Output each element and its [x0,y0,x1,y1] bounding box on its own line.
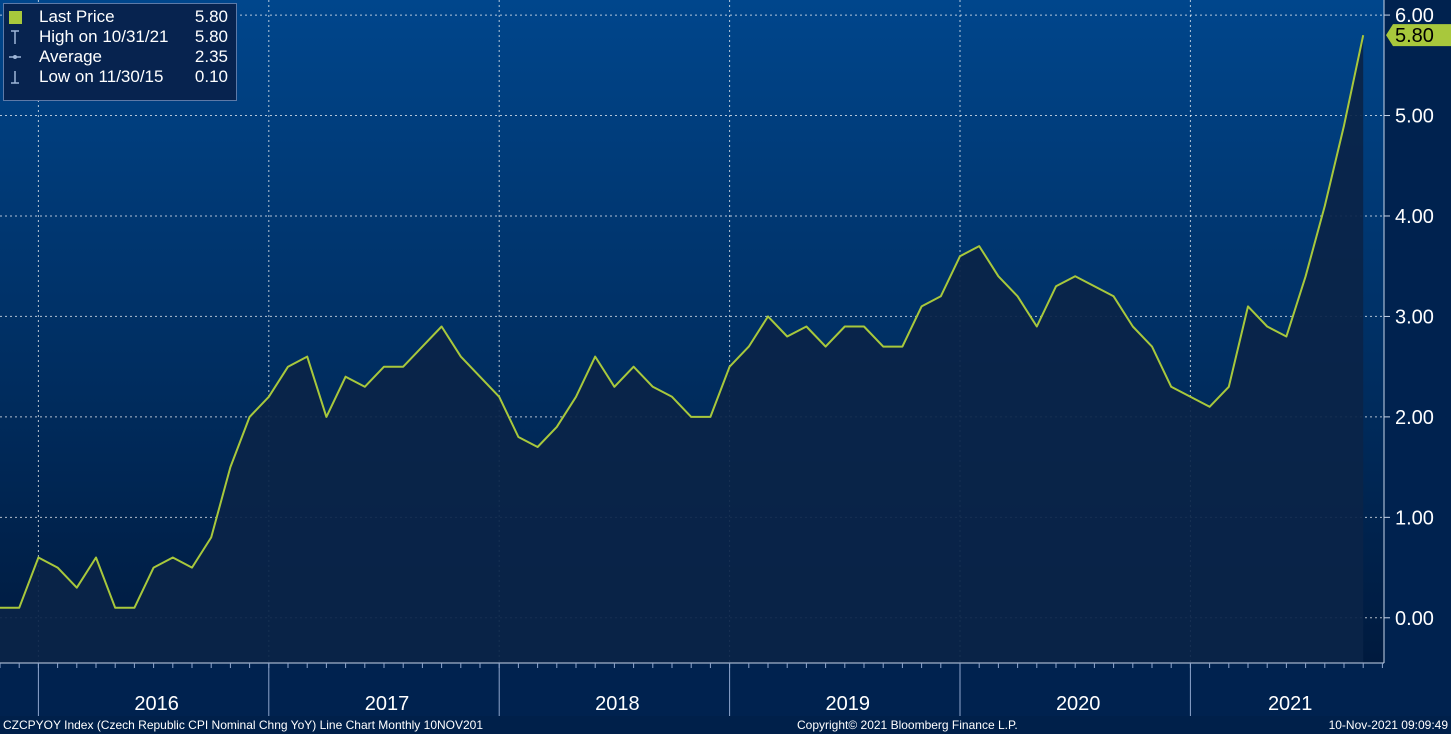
y-tick-label: 1.00 [1395,507,1434,529]
legend-value: 5.80 [194,7,228,26]
y-axis: 0.00 1.00 2.00 3.00 4.00 5.00 6.00 [1384,5,1434,630]
x-year-label: 2019 [826,693,871,715]
x-year-label: 2021 [1268,693,1313,715]
legend-item-low: Low on 11/30/15 0.10 [4,67,236,87]
data-area [0,34,1365,663]
y-tick-label: 5.00 [1395,106,1434,128]
last-value-label: 5.80 [1395,25,1434,47]
legend-label: Low on 11/30/15 [39,67,164,86]
footer-copyright: Copyright© 2021 Bloomberg Finance L.P. [797,718,1018,732]
square-marker-icon [9,11,22,24]
legend-value: 0.10 [194,67,228,86]
y-tick-label: 6.00 [1395,5,1434,27]
y-tick-label: 3.00 [1395,306,1434,328]
y-tick-label: 0.00 [1395,608,1434,630]
legend-value: 2.35 [194,47,228,66]
legend-item-last-price: Last Price 5.80 [4,7,236,27]
axis-panel-background [1384,0,1451,663]
series-line [0,34,1365,609]
x-year-label: 2020 [1056,693,1101,715]
legend-label: Last Price [39,7,115,26]
legend: Last Price 5.80 High on 10/31/21 5.80 Av… [3,3,237,101]
y-tick-label: 2.00 [1395,407,1434,429]
high-marker-icon [11,30,19,44]
legend-item-high: High on 10/31/21 5.80 [4,27,236,47]
last-value-badge: 5.80 [1386,24,1451,47]
x-year-label: 2017 [365,693,410,715]
footer-timestamp: 10-Nov-2021 09:09:49 [1328,718,1448,732]
legend-item-average: Average 2.35 [4,47,236,67]
x-axis: 2016 2017 2018 2019 2020 2021 [0,663,1383,716]
legend-label: Average [39,47,103,66]
y-tick-label: 4.00 [1395,206,1434,228]
x-year-label: 2016 [134,693,179,715]
x-year-label: 2018 [595,693,640,715]
last-value-badge-shape [1386,24,1451,47]
average-marker-icon [9,55,21,59]
legend-value: 5.80 [194,27,228,46]
low-marker-icon [11,71,19,84]
legend-label: High on 10/31/21 [39,27,169,46]
x-axis-panel-background [0,663,1451,716]
area-fill [0,35,1364,663]
footer-chart-description: CZCPYOY Index (Czech Republic CPI Nomina… [3,718,484,732]
